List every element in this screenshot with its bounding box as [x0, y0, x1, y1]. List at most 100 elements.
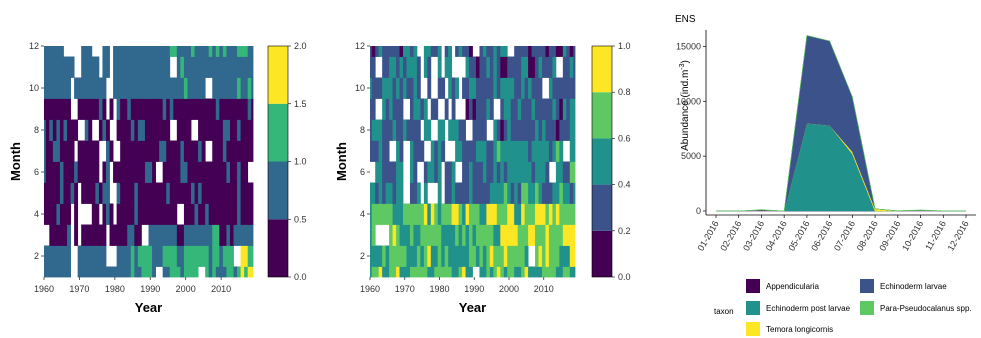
heatmap-cell — [562, 98, 567, 120]
y-tick-label: 4 — [34, 209, 39, 219]
heatmap-cell — [212, 266, 217, 278]
heatmap-cell — [169, 77, 174, 99]
heatmap-cell — [479, 266, 484, 278]
heatmap-cell — [123, 140, 128, 162]
heatmap-cell — [102, 56, 107, 78]
x-tick-label: 1990 — [140, 284, 160, 294]
heatmap-cell — [448, 119, 453, 141]
heatmap-cell — [510, 203, 515, 225]
heatmap-cell — [524, 140, 529, 162]
heatmap-cell — [247, 203, 252, 225]
heatmap-cell — [113, 224, 118, 246]
heatmap-cell — [240, 140, 245, 162]
heatmap-cell — [56, 182, 61, 204]
heatmap-cell — [113, 161, 118, 183]
heatmap-cell — [521, 119, 526, 141]
heatmap-cell — [514, 224, 519, 246]
heatmap-cell — [251, 140, 254, 162]
heatmap-cell — [423, 56, 428, 78]
heatmap-cell — [535, 56, 539, 78]
heatmap-cell — [144, 46, 149, 57]
heatmap-cell — [137, 266, 142, 278]
heatmap-cell — [155, 140, 160, 162]
heatmap-cell — [240, 203, 245, 225]
heatmap-cell — [392, 77, 397, 99]
heatmap-cell — [489, 140, 494, 162]
heatmap-cell — [98, 77, 103, 99]
heatmap-cell — [416, 98, 421, 120]
heatmap-cell — [482, 46, 487, 57]
heatmap-cell — [155, 203, 160, 225]
heatmap-cell — [510, 140, 515, 162]
heatmap-cell — [444, 46, 449, 57]
heatmap-cell — [219, 245, 224, 267]
heatmap-cell — [514, 119, 519, 141]
heatmap-cell — [552, 140, 557, 162]
heatmap-cell — [482, 266, 487, 278]
heatmap-cell — [528, 46, 532, 57]
heatmap-cell — [137, 46, 142, 57]
heatmap-cell — [91, 224, 96, 246]
heatmap-cell — [451, 182, 456, 204]
heatmap-cell — [194, 245, 199, 267]
heatmap-cell — [56, 203, 61, 225]
heatmap-cell — [521, 56, 526, 78]
heatmap-cell — [226, 182, 231, 204]
heatmap-cell — [59, 98, 64, 120]
heatmap-cell — [169, 161, 174, 183]
heatmap-cell — [406, 203, 411, 225]
heatmap-cell — [458, 266, 463, 278]
heatmap-cell — [573, 77, 576, 99]
heatmap-cell — [559, 77, 564, 99]
heatmap-cell — [91, 77, 96, 99]
heatmap-cell — [144, 266, 149, 278]
colorbar-bin — [268, 161, 288, 220]
heatmap-cell — [493, 224, 498, 246]
heatmap-cell — [198, 245, 203, 267]
heatmap-cell — [152, 245, 156, 267]
heatmap-cell — [413, 46, 418, 57]
heatmap-cell — [378, 182, 383, 204]
heatmap-cell — [233, 119, 238, 141]
heatmap-cell — [144, 182, 149, 204]
heatmap-cell — [244, 46, 249, 57]
heatmap-cell — [559, 161, 564, 183]
heatmap-cell — [545, 224, 550, 246]
heatmap-cell — [559, 182, 564, 204]
heatmap-cell — [375, 182, 380, 204]
y-axis-title-main: Abundance (ind.m — [680, 70, 691, 151]
heatmap-cell — [555, 161, 560, 183]
y-axis-title: Month — [334, 142, 349, 181]
heatmap-cell — [52, 266, 57, 278]
heatmap-cell — [166, 182, 171, 204]
heatmap-cell — [148, 161, 153, 183]
heatmap-cell — [573, 98, 576, 120]
heatmap-cell — [74, 182, 79, 204]
colorbar-bin — [592, 138, 612, 185]
heatmap-cell — [229, 266, 234, 278]
heatmap-cell — [180, 140, 185, 162]
heatmap-cell — [430, 46, 435, 57]
heatmap-cell — [183, 161, 188, 183]
colorbar-tick-label: 0.4 — [618, 180, 631, 190]
heatmap-cell — [183, 245, 188, 267]
heatmap-cell — [84, 77, 89, 99]
heatmap-cell — [155, 245, 160, 267]
heatmap-cell — [187, 203, 192, 225]
heatmap-cell — [521, 46, 526, 57]
heatmap-cell — [127, 224, 132, 246]
heatmap-cell — [472, 140, 477, 162]
heatmap-cell — [233, 161, 238, 183]
heatmap-cell — [569, 182, 574, 204]
heatmap-cell — [370, 119, 373, 141]
heatmap-cell — [382, 119, 387, 141]
heatmap-cell — [500, 224, 505, 246]
y-tick-label: 4 — [360, 209, 365, 219]
heatmap-cell — [409, 77, 414, 99]
heatmap-cell — [44, 266, 47, 278]
heatmap-cell — [162, 203, 167, 225]
heatmap-cell — [109, 98, 114, 120]
heatmap-cell — [396, 245, 400, 267]
heatmap-cell — [507, 56, 512, 78]
heatmap-cell — [479, 98, 484, 120]
